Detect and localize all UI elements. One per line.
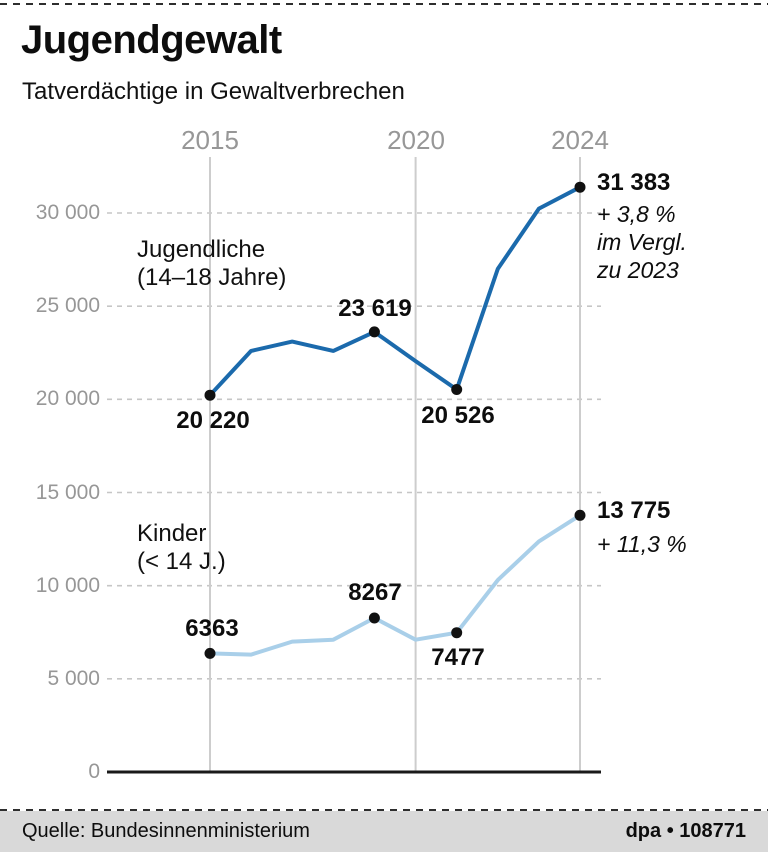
top-divider: [0, 3, 768, 5]
value-label-jugendliche-2024: 31 383: [597, 169, 671, 196]
series-label-kinder-line2: (< 14 J.): [137, 548, 226, 575]
y-axis-tick-label: 25 000: [35, 294, 100, 317]
source-credit: Quelle: Bundesinnenministerium: [22, 820, 310, 842]
dpa-credit: dpa • 108771: [625, 820, 746, 842]
chart-subtitle: Tatverdächtige in Gewaltverbrechen: [22, 78, 405, 105]
y-axis-tick-label: 5 000: [47, 667, 100, 690]
annotation-jugendliche-line2: im Vergl.: [597, 229, 687, 255]
value-label-kinder-2015: 6363: [185, 615, 239, 642]
y-axis-tick-label: 10 000: [35, 574, 100, 597]
y-axis-tick-label: 0: [88, 760, 100, 783]
value-label-jugendliche-2021: 20 526: [421, 402, 495, 429]
value-label-jugendliche-2015: 20 220: [176, 407, 250, 434]
footer-divider: [0, 809, 768, 811]
value-label-jugendliche-2019: 23 619: [338, 295, 412, 322]
annotation-jugendliche-line1: + 3,8 %: [597, 201, 676, 227]
series-label-kinder-line1: Kinder: [137, 520, 207, 547]
annotation-jugendliche-line3: zu 2023: [597, 257, 679, 283]
y-axis-tick-label: 15 000: [35, 481, 100, 504]
y-axis-tick-label: 30 000: [35, 201, 100, 224]
series-label-jugendliche-line2: (14–18 Jahre): [137, 264, 287, 291]
value-label-kinder-2024: 13 775: [597, 497, 671, 524]
x-axis-tick-label: 2020: [387, 125, 445, 155]
page-title: Jugendgewalt: [21, 18, 282, 62]
x-axis-tick-label: 2015: [181, 125, 239, 155]
y-axis-tick-label: 20 000: [35, 387, 100, 410]
value-label-kinder-2019: 8267: [348, 579, 402, 606]
footer: Quelle: Bundesinnenministerium dpa • 108…: [0, 811, 768, 852]
annotation-kinder-change: + 11,3 %: [597, 531, 687, 557]
x-axis-tick-label: 2024: [551, 125, 609, 155]
series-label-jugendliche-line1: Jugendliche: [137, 236, 266, 263]
value-label-kinder-2021: 7477: [431, 644, 485, 671]
